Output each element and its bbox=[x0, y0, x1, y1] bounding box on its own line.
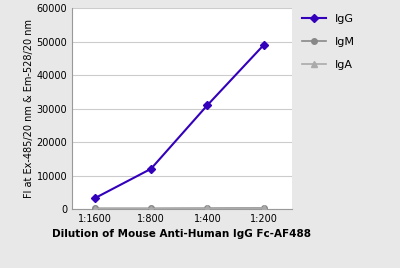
Y-axis label: Fl at Ex-485/20 nm & Em-528/20 nm: Fl at Ex-485/20 nm & Em-528/20 nm bbox=[24, 19, 34, 198]
IgG bbox=[92, 197, 97, 200]
IgM bbox=[205, 207, 210, 210]
IgG bbox=[148, 167, 153, 170]
IgA bbox=[261, 206, 266, 210]
X-axis label: Dilution of Mouse Anti-Human IgG Fc-AF488: Dilution of Mouse Anti-Human IgG Fc-AF48… bbox=[52, 229, 312, 239]
Line: IgM: IgM bbox=[92, 205, 266, 211]
Line: IgA: IgA bbox=[92, 205, 266, 211]
IgA bbox=[92, 207, 97, 210]
IgM bbox=[261, 206, 266, 210]
Line: IgG: IgG bbox=[92, 42, 267, 202]
IgA bbox=[205, 207, 210, 210]
IgA bbox=[148, 207, 153, 210]
IgM bbox=[92, 207, 97, 210]
IgG bbox=[205, 103, 210, 107]
Legend: IgG, IgM, IgA: IgG, IgM, IgA bbox=[302, 14, 355, 70]
IgG bbox=[261, 43, 266, 47]
IgM bbox=[148, 207, 153, 210]
